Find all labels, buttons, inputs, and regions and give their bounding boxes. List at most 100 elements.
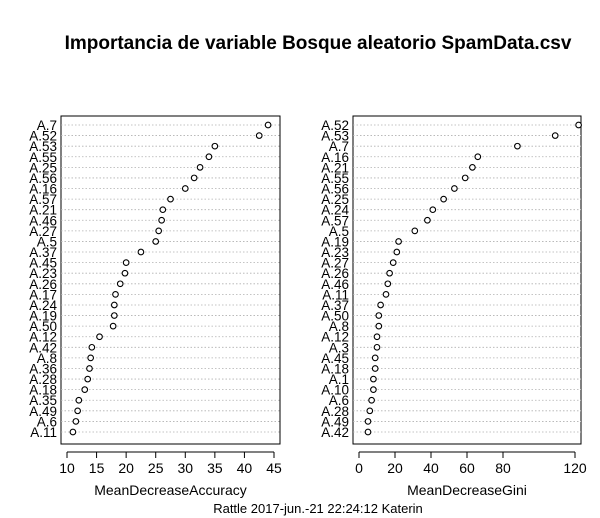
data-point <box>474 153 482 161</box>
data-point <box>155 227 163 235</box>
category-label: A.50 <box>321 309 349 324</box>
data-point <box>69 428 77 436</box>
data-point <box>112 291 119 298</box>
category-label: A.24 <box>321 203 349 218</box>
x-axis-label: MeanDecreaseAccuracy <box>94 482 247 498</box>
category-label: A.19 <box>321 234 349 249</box>
data-point <box>370 386 377 394</box>
category-label: A.27 <box>321 256 349 271</box>
x-tick-label: 45 <box>266 460 282 476</box>
data-point <box>461 174 469 182</box>
data-point <box>109 322 117 330</box>
category-label: A.45 <box>29 256 57 271</box>
x-tick-label: 40 <box>237 460 253 476</box>
data-point <box>411 227 419 235</box>
data-point <box>87 354 95 362</box>
data-point <box>371 365 379 372</box>
category-label: A.23 <box>29 266 57 281</box>
data-point <box>375 312 383 319</box>
chart-title: Importancia de variable Bosque aleatorio… <box>65 33 572 54</box>
data-point <box>469 163 476 171</box>
panel-gini: A.52A.53A.7A.16A.21A.55A.56A.25A.24A.57A… <box>321 115 587 498</box>
plot-frame <box>352 115 582 445</box>
data-point <box>364 418 372 425</box>
category-label: A.55 <box>321 171 349 186</box>
category-label: A.8 <box>329 319 349 334</box>
data-point <box>366 407 374 415</box>
data-point <box>377 301 384 309</box>
data-point <box>393 248 401 256</box>
x-tick-label: 35 <box>207 460 223 476</box>
x-axis-label: MeanDecreaseGini <box>407 482 527 498</box>
data-point <box>116 280 124 288</box>
category-label: A.16 <box>29 182 57 197</box>
category-label: A.21 <box>29 203 57 218</box>
data-point <box>167 195 174 203</box>
x-tick-label: 20 <box>118 460 134 476</box>
category-label: A.1 <box>329 372 349 387</box>
data-point <box>74 407 81 415</box>
data-point <box>451 185 458 192</box>
category-label: A.3 <box>329 340 349 355</box>
category-label: A.11 <box>30 425 57 440</box>
data-point <box>137 248 145 256</box>
category-label: A.18 <box>321 361 349 376</box>
data-point <box>370 375 377 383</box>
category-label: A.12 <box>321 330 349 345</box>
category-label: A.26 <box>29 277 57 292</box>
category-label: A.45 <box>321 351 349 366</box>
category-label: A.42 <box>321 425 349 440</box>
data-point <box>96 333 103 341</box>
category-label: A.18 <box>29 383 57 398</box>
data-point <box>84 375 92 383</box>
data-point <box>389 259 397 266</box>
category-label: A.25 <box>29 160 57 175</box>
category-label: A.6 <box>329 393 349 408</box>
category-label: A.56 <box>29 171 57 186</box>
category-label: A.11 <box>322 287 349 302</box>
data-point <box>211 142 219 150</box>
category-label: A.26 <box>321 266 349 281</box>
data-point <box>264 121 272 129</box>
category-label: A.42 <box>29 340 57 355</box>
plot-frame <box>60 115 281 445</box>
category-label: A.24 <box>29 298 57 313</box>
data-point <box>75 396 83 404</box>
category-label: A.53 <box>29 139 57 154</box>
data-point <box>121 269 129 277</box>
x-tick-label: 20 <box>387 460 403 476</box>
data-point <box>440 195 447 203</box>
category-label: A.46 <box>321 277 349 292</box>
category-label: A.12 <box>29 330 57 345</box>
data-point <box>371 354 379 362</box>
data-point <box>255 132 263 139</box>
category-label: A.28 <box>29 372 57 387</box>
data-point <box>72 418 80 425</box>
category-label: A.57 <box>321 213 349 228</box>
category-label: A.28 <box>321 404 349 419</box>
data-point <box>86 365 93 372</box>
data-point <box>196 163 204 171</box>
panel-accuracy: A.7A.52A.53A.55A.25A.56A.16A.57A.21A.46A… <box>29 115 282 498</box>
data-point <box>373 343 381 351</box>
data-point <box>81 386 89 394</box>
category-label: A.27 <box>29 224 57 239</box>
category-label: A.49 <box>29 404 57 419</box>
data-point <box>364 428 372 436</box>
category-label: A.8 <box>37 351 57 366</box>
data-point <box>190 174 198 182</box>
data-point <box>88 343 96 351</box>
data-point <box>386 269 393 277</box>
data-point <box>551 132 559 139</box>
x-tick-label: 120 <box>563 460 587 476</box>
category-label: A.52 <box>29 129 57 144</box>
footer-caption: Rattle 2017-jun.-21 22:24:12 Katerin <box>213 501 423 516</box>
data-point <box>375 322 383 330</box>
category-label: A.7 <box>37 118 57 133</box>
x-tick-label: 15 <box>89 460 105 476</box>
data-point <box>122 259 130 266</box>
x-tick-label: 25 <box>148 460 164 476</box>
category-label: A.25 <box>321 192 349 207</box>
category-label: A.7 <box>329 139 349 154</box>
